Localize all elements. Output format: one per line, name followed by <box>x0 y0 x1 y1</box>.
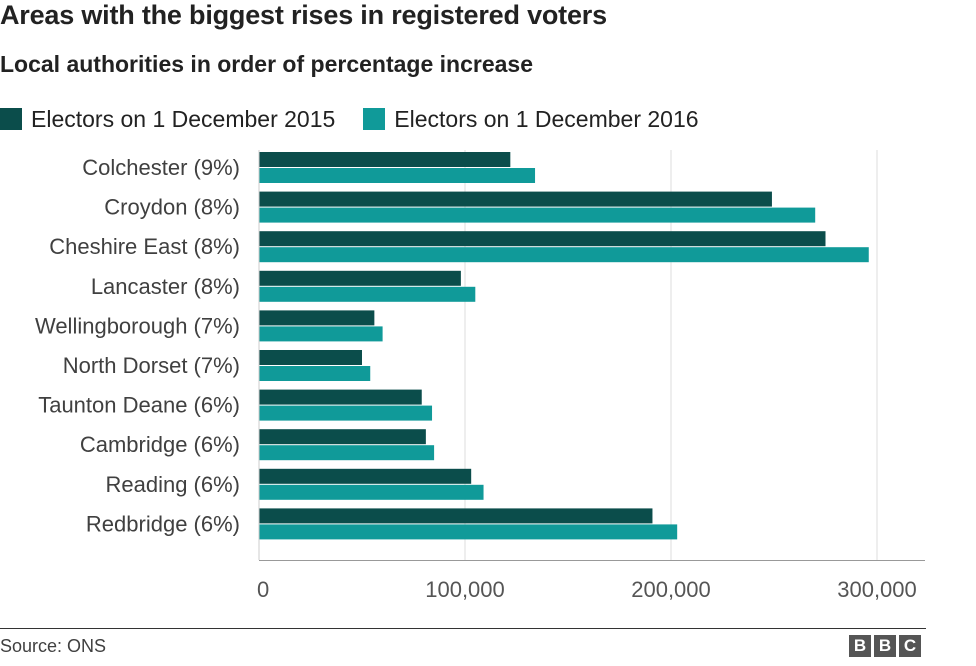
category-label: Wellingborough (7%) <box>35 313 240 338</box>
bar-2016 <box>259 247 869 263</box>
legend: Electors on 1 December 2015 Electors on … <box>0 104 727 134</box>
bar-2016 <box>259 445 435 461</box>
bar-2016 <box>259 168 536 183</box>
bar-2016 <box>259 484 484 500</box>
bar-2015 <box>259 468 472 484</box>
legend-item-2016: Electors on 1 December 2016 <box>363 105 699 133</box>
legend-swatch-2015 <box>0 108 22 130</box>
bbc-logo-letter: B <box>874 635 896 657</box>
category-label: Cheshire East (8%) <box>49 234 240 259</box>
bar-2016 <box>259 326 383 342</box>
bar-2016 <box>259 405 433 421</box>
category-label: Taunton Deane (6%) <box>38 393 240 418</box>
bar-chart: Colchester (9%) Croydon (8%) Cheshire East… <box>35 150 925 602</box>
bar-2015 <box>259 350 362 365</box>
category-label: Lancaster (8%) <box>91 274 240 299</box>
bbc-logo: B B C <box>846 635 921 657</box>
bar-2016 <box>259 524 678 540</box>
bbc-logo-letter: B <box>849 635 871 657</box>
bar-2016 <box>259 207 816 223</box>
legend-item-2015: Electors on 1 December 2015 <box>0 106 335 133</box>
bar-2015 <box>259 389 422 405</box>
bar-2015 <box>259 270 461 286</box>
category-label: Cambridge (6%) <box>80 432 240 457</box>
x-tick-label: 100,000 <box>425 577 505 602</box>
chart-title: Areas with the biggest rises in register… <box>0 0 607 30</box>
bar-2016 <box>259 366 371 381</box>
source-note: Source: ONS <box>0 636 107 656</box>
bbc-logo-letter: C <box>899 635 921 657</box>
chart-subtitle: Local authorities in order of percentage… <box>0 51 533 77</box>
x-tick-label: 0 <box>257 577 269 602</box>
legend-label-2015: Electors on 1 December 2015 <box>31 105 336 132</box>
legend-label-2016: Electors on 1 December 2016 <box>394 105 699 132</box>
x-tick-label: 300,000 <box>837 577 917 602</box>
bar-2015 <box>259 231 826 247</box>
bar-2016 <box>259 286 476 302</box>
x-tick-label: 200,000 <box>631 577 711 602</box>
category-label: Redbridge (6%) <box>86 511 240 536</box>
bar-2015 <box>259 429 426 445</box>
bar-2015 <box>259 310 375 326</box>
category-label: Colchester (9%) <box>82 155 240 180</box>
bar-2015 <box>259 191 772 207</box>
legend-swatch-2016 <box>363 108 386 130</box>
bar-2015 <box>259 508 653 524</box>
category-label: Reading (6%) <box>105 472 240 497</box>
category-label: North Dorset (7%) <box>63 353 240 378</box>
bar-2015 <box>259 152 511 167</box>
footer-divider <box>0 628 926 629</box>
category-label: Croydon (8%) <box>104 195 240 220</box>
